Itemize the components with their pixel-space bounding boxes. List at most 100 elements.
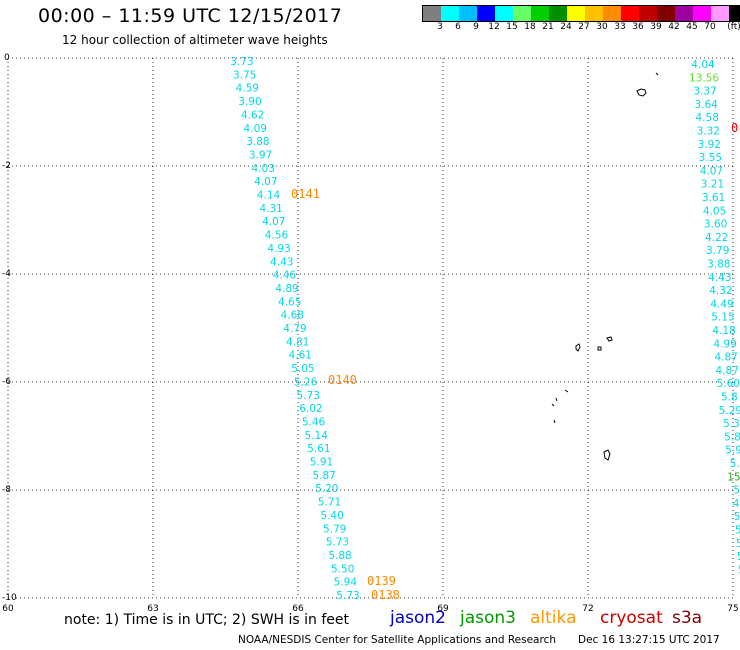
wave-height-value: 3.21	[701, 179, 724, 191]
color-scale-labels: 3 6 9 12 15 18 21 24 27 30 33 36 39 42 45 70 (ft)	[422, 22, 740, 34]
color-scale-bar	[422, 5, 740, 22]
wave-height-value: 5.9	[725, 445, 740, 457]
color-swatch	[621, 6, 639, 21]
color-swatch	[567, 6, 585, 21]
satellite-name-jason3: jason3	[460, 608, 516, 628]
wave-height-value: 5.	[735, 525, 740, 537]
wave-height-value: 4.07	[262, 216, 285, 228]
color-scale-label: 24	[560, 22, 572, 32]
color-swatch	[675, 6, 693, 21]
color-scale-label: 15	[506, 22, 518, 32]
pass-time-label: 0138	[371, 588, 400, 602]
wave-height-value: 3.88	[246, 136, 269, 148]
wave-height-value: 5.	[734, 511, 740, 523]
island-outline	[606, 336, 613, 342]
wave-height-value: 4.81	[286, 336, 309, 348]
y-tick-label: -2	[2, 161, 11, 171]
color-scale-label: 21	[542, 22, 554, 32]
wave-height-value: 3.37	[693, 86, 716, 98]
x-tick-label: 69	[437, 604, 449, 614]
y-tick-label: -6	[2, 377, 11, 387]
wave-height-value: 4.87	[716, 365, 739, 377]
wave-height-value: 5.20	[315, 483, 338, 495]
wave-height-value: 3.75	[233, 69, 256, 81]
wave-height-value: 4.89	[275, 283, 298, 295]
wave-height-value: 5.73	[326, 537, 349, 549]
color-swatch	[531, 6, 549, 21]
wave-height-value: 4.46	[273, 270, 297, 282]
wave-height-value: 4.05	[703, 205, 726, 217]
color-scale-label: 30	[596, 22, 608, 32]
color-swatch	[549, 6, 567, 21]
color-scale-label: 39	[650, 22, 662, 32]
wave-height-value: 4.65	[278, 296, 301, 308]
wave-height-value: 3.55	[699, 152, 722, 164]
color-swatch	[639, 6, 657, 21]
color-scale-label: 18	[524, 22, 536, 32]
wave-height-value: 4.32	[709, 285, 732, 297]
wave-height-value: 4.22	[705, 232, 728, 244]
color-swatch	[585, 6, 603, 21]
island-outline	[551, 403, 555, 407]
wave-height-value: 5.50	[331, 563, 354, 575]
y-tick-label: -4	[2, 269, 11, 279]
wave-height-value: 5.	[737, 551, 740, 563]
color-swatch	[459, 6, 477, 21]
satellite-name-altika: altika	[530, 608, 577, 628]
wave-height-value: 4.43	[270, 256, 293, 268]
wave-height-value: 6.02	[299, 403, 322, 415]
wave-height-value: 3.73	[230, 56, 253, 68]
wave-height-value: 3.61	[702, 192, 725, 204]
wave-height-value: 5.87	[312, 470, 335, 482]
wave-height-value: 3.64	[694, 99, 718, 111]
color-scale-label: (ft)	[727, 22, 740, 32]
wave-height-value: 5.05	[291, 363, 314, 375]
color-scale-label: 70	[704, 22, 716, 32]
wave-height-value: 4.07	[700, 165, 723, 177]
island-outline	[575, 343, 581, 352]
generation-timestamp: Dec 16 13:27:15 UTC 2017	[578, 634, 720, 646]
wave-height-value: 4.99	[713, 338, 736, 350]
x-tick-label: 60	[2, 604, 14, 614]
wave-height-value: 5.88	[328, 550, 351, 562]
wave-height-value: 5.94	[334, 577, 358, 589]
pass-time-label: 0	[731, 121, 738, 135]
wave-height-value: 5.	[730, 458, 740, 470]
color-scale-label: 9	[473, 22, 479, 32]
wave-height-value: 4.87	[714, 352, 737, 364]
wave-height-value: 4.43	[708, 272, 731, 284]
wave-height-value: 5.8	[724, 431, 740, 443]
x-tick-label: 75	[727, 604, 738, 614]
y-tick-label: -10	[2, 593, 17, 603]
wave-height-value: 4.79	[283, 323, 306, 335]
wave-height-value: 4.09	[244, 123, 267, 135]
island-outline	[555, 397, 558, 402]
wave-height-value: 4.07	[254, 176, 277, 188]
satellite-name-s3a: s3a	[672, 608, 703, 628]
color-swatch	[495, 6, 513, 21]
page-subtitle: 12 hour collection of altimeter wave hei…	[62, 33, 328, 47]
color-scale-label: 36	[632, 22, 644, 32]
wave-height-value: 5.15	[711, 312, 734, 324]
wave-height-value: 3.32	[697, 126, 720, 138]
y-tick-label: -8	[2, 485, 11, 495]
pass-time-label: 0141	[291, 187, 320, 201]
pass-time-label: 0140	[328, 373, 357, 387]
color-swatch	[729, 6, 740, 21]
page-title: 00:00 – 11:59 UTC 12/15/2017	[38, 5, 343, 27]
color-scale-label: 42	[668, 22, 680, 32]
wave-height-value: 4.31	[259, 203, 282, 215]
wave-height-value: 4.18	[712, 325, 735, 337]
color-swatch	[513, 6, 531, 21]
color-swatch	[477, 6, 495, 21]
wave-height-value: 5.71	[318, 497, 341, 509]
island-outline	[636, 88, 647, 97]
wave-height-value: 5.14	[305, 430, 329, 442]
map-grid	[7, 57, 735, 599]
wave-height-value: 13.56	[689, 72, 719, 84]
wave-height-value: 3.92	[698, 139, 721, 151]
color-swatch	[603, 6, 621, 21]
wave-height-value: 5.46	[302, 416, 326, 428]
